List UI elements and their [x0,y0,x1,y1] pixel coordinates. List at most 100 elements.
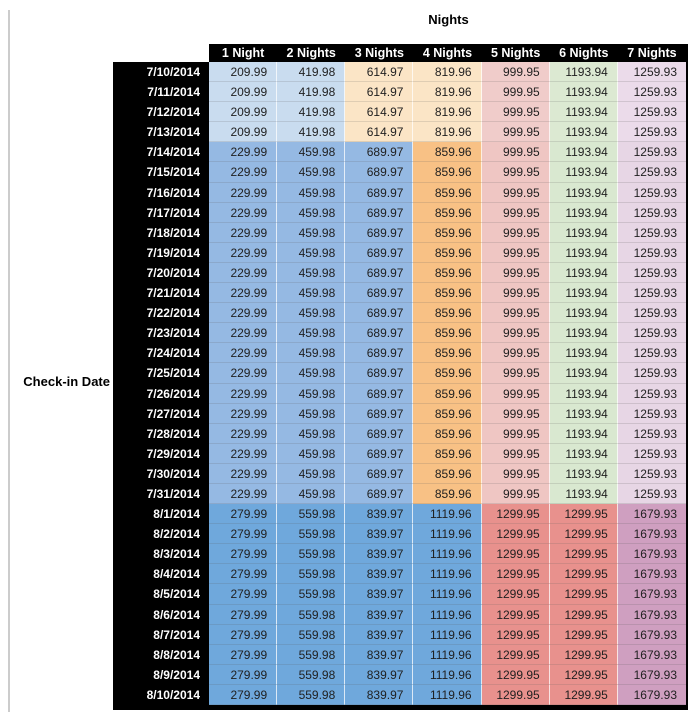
price-cell: 229.99 [209,162,278,183]
price-cell: 999.95 [481,423,550,444]
price-cell: 459.98 [277,242,346,263]
price-cell: 839.97 [345,664,414,685]
row-date-header: 7/24/2014 [113,343,209,364]
row-date-header: 7/16/2014 [113,182,209,203]
price-cell: 1299.95 [549,544,618,565]
price-cell: 999.95 [481,202,550,223]
price-cell: 459.98 [277,202,346,223]
price-cell: 559.98 [277,684,346,705]
row-date-header: 8/1/2014 [113,504,209,525]
price-cell: 839.97 [345,564,414,585]
price-cell: 229.99 [209,182,278,203]
price-cell: 859.96 [413,283,482,304]
price-cell: 559.98 [277,584,346,605]
price-cell: 1193.94 [549,82,618,103]
price-cell: 1299.95 [481,624,550,645]
price-cell: 689.97 [345,483,414,505]
price-cell: 1193.94 [549,62,618,83]
price-cell: 1259.93 [617,463,686,484]
price-cell: 1259.93 [617,62,686,83]
price-cell: 1299.95 [481,664,550,685]
price-cell: 1679.93 [617,524,686,545]
price-cell: 209.99 [209,102,278,123]
price-cell: 1193.94 [549,343,618,364]
column-header: 1 Night [209,44,278,62]
price-cell: 1193.94 [549,443,618,464]
price-cell: 229.99 [209,283,278,304]
price-cell: 1193.94 [549,483,618,505]
price-cell: 999.95 [481,242,550,263]
price-cell: 1299.95 [549,684,618,705]
price-cell: 1259.93 [617,363,686,384]
price-cell: 229.99 [209,483,278,505]
price-cell: 1299.95 [549,604,618,625]
price-cell: 1259.93 [617,162,686,183]
price-cell: 229.99 [209,142,278,163]
price-cell: 1193.94 [549,403,618,424]
price-cell: 459.98 [277,323,346,344]
price-cell: 689.97 [345,262,414,284]
column-header: 2 Nights [277,44,346,62]
price-cell: 859.96 [413,242,482,263]
price-cell: 1119.96 [413,524,482,545]
row-date-header: 7/29/2014 [113,443,209,464]
row-date-header: 8/8/2014 [113,644,209,665]
price-cell: 1679.93 [617,604,686,625]
price-cell: 689.97 [345,403,414,424]
price-cell: 1679.93 [617,644,686,665]
price-cell: 279.99 [209,624,278,645]
row-date-header: 7/11/2014 [113,82,209,103]
price-cell: 859.96 [413,423,482,444]
price-cell: 1193.94 [549,283,618,304]
row-date-header: 7/30/2014 [113,463,209,484]
price-cell: 229.99 [209,222,278,243]
price-cell: 1299.95 [481,544,550,565]
price-cell: 689.97 [345,363,414,384]
price-cell: 279.99 [209,644,278,665]
price-cell: 859.96 [413,383,482,404]
price-cell: 229.99 [209,323,278,344]
price-cell: 559.98 [277,544,346,565]
price-cell: 419.98 [277,82,346,103]
price-cell: 1259.93 [617,403,686,424]
row-date-header: 7/27/2014 [113,403,209,424]
price-cell: 819.96 [413,62,482,83]
column-header: 6 Nights [549,44,618,62]
row-date-header: 7/18/2014 [113,222,209,243]
price-cell: 229.99 [209,443,278,464]
price-cell: 859.96 [413,363,482,384]
price-cell: 1259.93 [617,102,686,123]
price-cell: 999.95 [481,62,550,83]
price-cell: 859.96 [413,182,482,203]
price-cell: 279.99 [209,664,278,685]
price-cell: 839.97 [345,524,414,545]
price-cell: 1193.94 [549,182,618,203]
price-cell: 459.98 [277,343,346,364]
price-cell: 1119.96 [413,584,482,605]
price-cell: 839.97 [345,584,414,605]
price-cell: 819.96 [413,122,482,143]
price-cell: 1259.93 [617,82,686,103]
price-cell: 614.97 [345,62,414,83]
price-cell: 1193.94 [549,202,618,223]
price-cell: 1259.93 [617,383,686,404]
price-cell: 689.97 [345,182,414,203]
price-cell: 279.99 [209,604,278,625]
row-date-header: 7/22/2014 [113,303,209,324]
price-cell: 1119.96 [413,544,482,565]
price-cell: 1193.94 [549,222,618,243]
price-cell: 999.95 [481,303,550,324]
price-cell: 229.99 [209,403,278,424]
price-cell: 839.97 [345,624,414,645]
price-cell: 689.97 [345,242,414,263]
price-cell: 859.96 [413,483,482,505]
price-cell: 1259.93 [617,303,686,324]
price-cell: 689.97 [345,303,414,324]
price-cell: 1299.95 [481,564,550,585]
price-cell: 419.98 [277,122,346,143]
price-cell: 1259.93 [617,122,686,143]
price-cell: 1119.96 [413,564,482,585]
price-cell: 459.98 [277,222,346,243]
price-cell: 1299.95 [549,624,618,645]
